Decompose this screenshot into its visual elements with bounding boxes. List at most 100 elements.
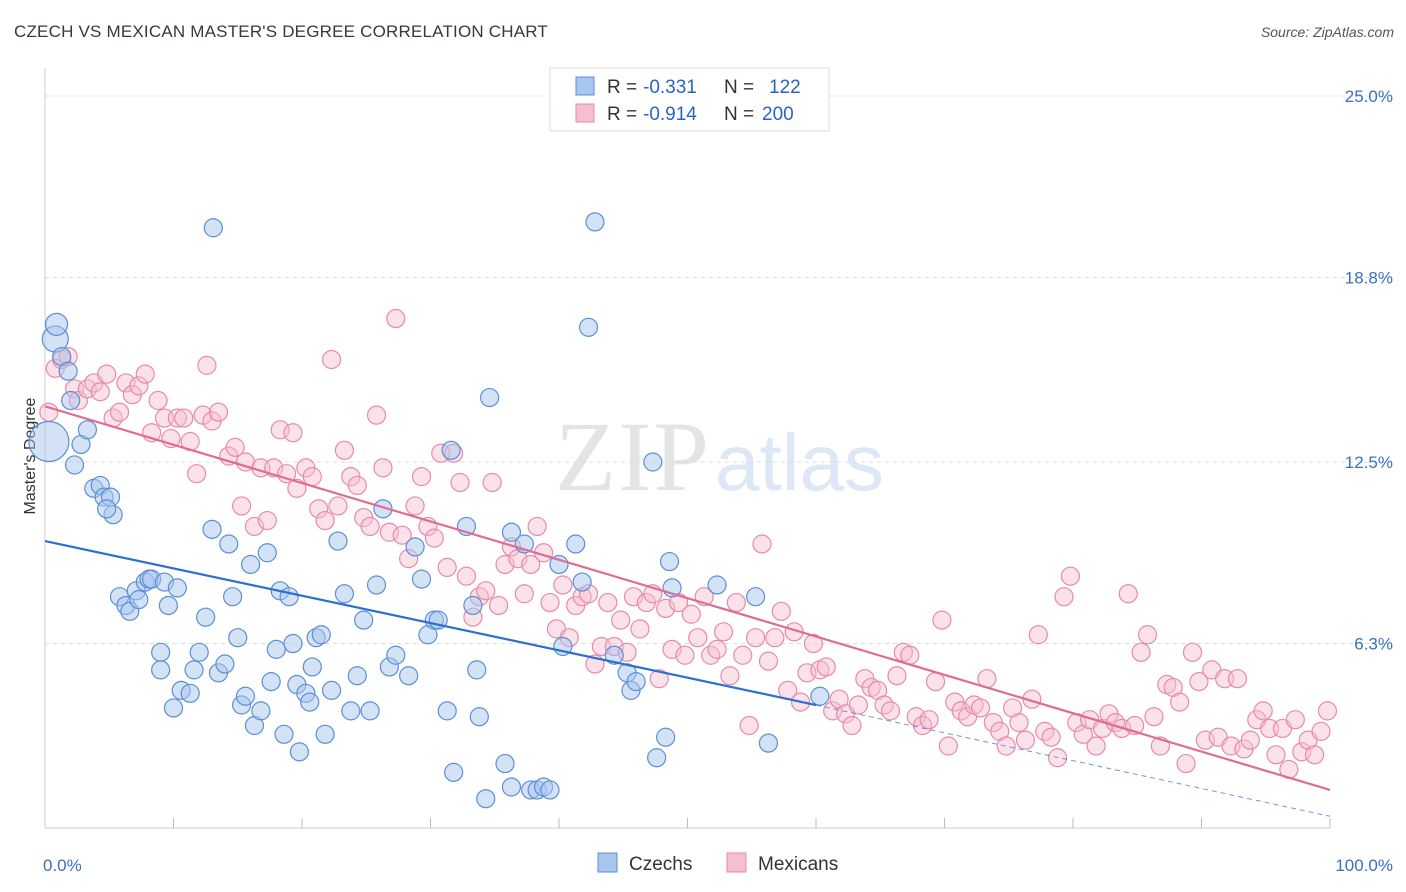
data-point-mexicans [1227, 669, 1248, 689]
data-point-czechs [129, 590, 149, 610]
data-point-czechs [386, 645, 406, 665]
data-point-czechs [223, 587, 243, 607]
data-point-mexicans [309, 499, 329, 519]
data-point-czechs [235, 686, 256, 706]
data-point-czechs [366, 575, 387, 595]
data-point-czechs [347, 666, 367, 686]
data-point-czechs [341, 701, 361, 721]
data-point-czechs [501, 777, 522, 797]
data-point-mexicans [187, 464, 207, 484]
data-point-mexicans [135, 364, 155, 384]
data-point-mexicans [1189, 671, 1209, 692]
data-point-czechs [300, 692, 320, 712]
data-point-czechs [289, 742, 310, 762]
x-tick-label-min: 0.0% [43, 856, 82, 875]
data-point-mexicans [938, 736, 958, 756]
data-point-mexicans [880, 701, 901, 721]
legend: R = -0.331 N = 122 R = -0.914 N = 200 [549, 67, 830, 132]
data-point-mexicans [688, 628, 708, 648]
y-tick-label: 12.5% [1345, 453, 1393, 472]
legend-box [549, 67, 830, 132]
bottom-legend: Czechs Mexicans [597, 852, 838, 875]
data-point-mexicans [1086, 736, 1106, 756]
data-point-mexicans [1137, 625, 1158, 645]
data-point-czechs [64, 455, 85, 475]
data-point-czechs [354, 610, 374, 630]
data-point-czechs [44, 312, 69, 336]
data-point-mexicans [932, 610, 952, 630]
data-point-mexicans [450, 472, 470, 493]
data-point-mexicans [887, 666, 907, 686]
bottom-legend-swatch-mexicans [726, 852, 747, 873]
data-point-mexicans [148, 390, 168, 411]
data-point-czechs [77, 420, 98, 440]
data-point-mexicans [713, 622, 734, 642]
data-point-czechs [469, 707, 489, 727]
data-point-czechs [643, 452, 663, 472]
data-point-czechs [97, 499, 117, 519]
data-point-mexicans [437, 557, 457, 578]
data-point-mexicans [1266, 745, 1286, 765]
data-point-mexicans [208, 402, 229, 422]
data-point-mexicans [411, 467, 432, 487]
data-point-mexicans [257, 510, 277, 531]
data-point-mexicans [521, 554, 541, 575]
data-point-mexicans [360, 516, 380, 537]
data-point-czechs [302, 657, 322, 677]
data-point-mexicans [1240, 730, 1260, 750]
data-point-mexicans [720, 666, 740, 686]
data-point-mexicans [630, 619, 650, 639]
data-point-czechs [261, 671, 281, 692]
data-point-mexicans [771, 601, 791, 621]
data-point-mexicans [1054, 587, 1074, 607]
data-point-czechs [196, 607, 216, 627]
data-point-czechs [810, 686, 830, 706]
data-point-mexicans [970, 698, 991, 718]
data-point-czechs [184, 660, 204, 680]
data-point-czechs [437, 701, 457, 721]
data-point-czechs [279, 587, 299, 607]
data-point-czechs [151, 642, 171, 662]
chart-title: CZECH VS MEXICAN MASTER'S DEGREE CORRELA… [14, 22, 549, 41]
data-point-czechs [228, 628, 248, 648]
data-point-czechs [189, 642, 209, 662]
data-point-mexicans [1009, 712, 1029, 733]
bottom-legend-swatch-czechs [597, 852, 618, 873]
data-point-mexicans [842, 715, 862, 736]
data-point-mexicans [321, 349, 342, 370]
data-point-czechs [549, 554, 569, 575]
legend-n-value-mexicans: 200 [762, 104, 794, 125]
data-point-czechs [58, 361, 78, 381]
legend-r-label-mexicans: R = [607, 104, 637, 125]
data-point-mexicans [1041, 727, 1061, 747]
data-point-czechs [647, 748, 667, 768]
y-tick-label: 6.3% [1354, 635, 1393, 654]
data-point-czechs [274, 724, 294, 744]
data-point-czechs [656, 727, 676, 747]
data-point-czechs [540, 780, 560, 800]
data-point-mexicans [1118, 584, 1138, 604]
data-point-mexicans [109, 402, 130, 422]
data-point-czechs [328, 531, 348, 551]
legend-n-value-czechs: 122 [769, 77, 801, 98]
data-point-mexicans [752, 534, 772, 554]
data-point-czechs [202, 519, 222, 539]
watermark-zip: ZIP [555, 401, 711, 512]
data-point-mexicans [334, 440, 355, 460]
data-point-czechs [399, 666, 419, 686]
data-point-mexicans [1028, 625, 1048, 645]
data-point-mexicans [1182, 642, 1203, 662]
data-point-mexicans [681, 604, 701, 624]
data-point-mexicans [707, 639, 727, 659]
data-point-czechs [495, 753, 515, 774]
data-point-mexicans [675, 645, 695, 665]
legend-swatch-czechs [575, 76, 595, 96]
data-point-mexicans [803, 633, 824, 654]
data-point-czechs [707, 575, 727, 595]
data-point-czechs [283, 633, 303, 654]
data-point-mexicans [197, 355, 217, 375]
data-point-mexicans [1317, 701, 1338, 721]
data-point-mexicans [283, 423, 303, 443]
data-point-czechs [566, 534, 586, 554]
data-point-mexicans [514, 584, 534, 604]
